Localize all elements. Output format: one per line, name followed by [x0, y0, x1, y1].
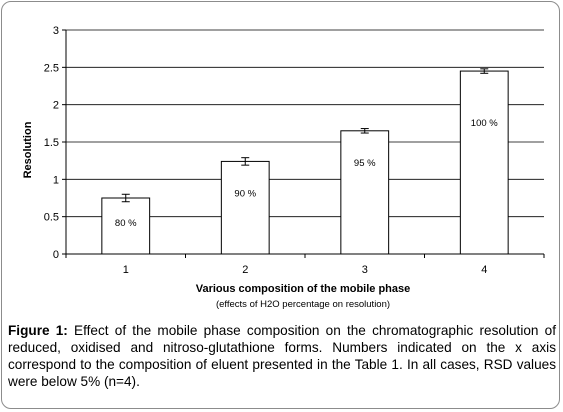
- bar-label: 90 %: [234, 188, 256, 199]
- y-tick-label: 1.5: [44, 137, 59, 149]
- figure-caption: Figure 1: Effect of the mobile phase com…: [8, 322, 556, 390]
- error-bars: [121, 68, 489, 203]
- caption-label: Figure 1:: [8, 323, 68, 338]
- y-tick-label: 2: [53, 100, 59, 112]
- y-tick-label: 0: [53, 249, 59, 261]
- bar: [340, 130, 390, 255]
- x-axis-sublabel: (effects of H2O percentage on resolution…: [216, 299, 390, 310]
- bar: [220, 160, 270, 255]
- y-tick-label: 1: [53, 174, 59, 186]
- y-tick-label: 2.5: [44, 62, 59, 74]
- x-tick-label: 4: [481, 264, 487, 276]
- bar-chart: 80 % 90 % 95 % 100 % 0 0.5 1 1.5 2 2.5 3 1 2 3 4 Res…: [22, 25, 545, 310]
- bar: [101, 197, 151, 255]
- caption-text: Effect of the mobile phase composition o…: [8, 323, 557, 389]
- bars: [101, 70, 509, 255]
- bar-label: 100 %: [471, 118, 498, 129]
- x-axis-label: Various composition of the mobile phase: [196, 283, 411, 295]
- x-tick-labels: 1 2 3 4: [65, 254, 545, 276]
- bar-label: 95 %: [354, 158, 376, 169]
- y-axis-label: Resolution: [22, 121, 34, 178]
- bar: [459, 70, 509, 255]
- y-tick-label: 0.5: [44, 212, 59, 224]
- x-tick-label: 2: [242, 264, 248, 276]
- y-tick-labels: 0 0.5 1 1.5 2 2.5 3: [44, 25, 66, 261]
- x-tick-label: 3: [362, 264, 368, 276]
- y-tick-label: 3: [53, 25, 59, 37]
- x-tick-label: 1: [123, 264, 129, 276]
- bar-label: 80 %: [115, 218, 137, 229]
- bar-labels: 80 % 90 % 95 % 100 %: [115, 118, 498, 229]
